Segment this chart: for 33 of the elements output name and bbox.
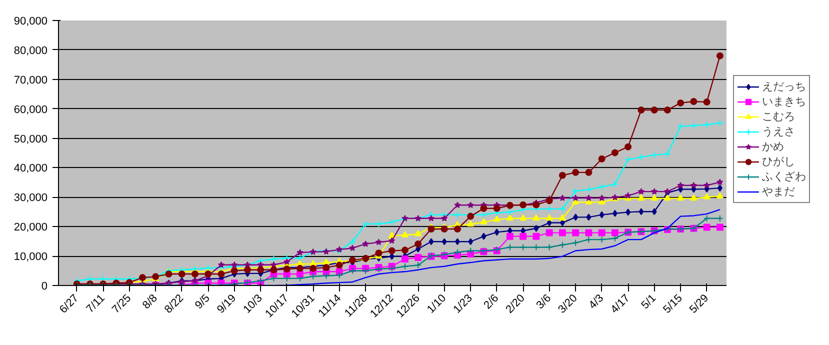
- legend-label: ふくざわ: [762, 169, 806, 184]
- x-tick-label: 1/10: [424, 292, 449, 316]
- x-tick-label: 4/3: [586, 292, 606, 312]
- y-tick-label: 0: [41, 280, 48, 292]
- legend-label: うえさ: [762, 124, 795, 139]
- legend-label: やまだ: [762, 184, 795, 199]
- x-tick-label: 7/11: [84, 292, 108, 316]
- x-tick-label: 8/22: [162, 292, 186, 316]
- x-tick-label: 1/23: [451, 292, 475, 316]
- y-tick-label: 10,000: [14, 251, 48, 264]
- x-tick-label: 5/29: [687, 292, 712, 316]
- y-tick-label: 90,000: [14, 16, 48, 28]
- x-tick-label: 10/3: [241, 292, 265, 316]
- y-tick-label: 30,000: [14, 192, 48, 204]
- y-tick-label: 20,000: [14, 222, 48, 234]
- x-tick-label: 8/8: [140, 292, 160, 312]
- x-tick-label: 2/6: [482, 292, 502, 312]
- y-tick-label: 40,000: [14, 162, 48, 175]
- y-tick-label: 70,000: [14, 74, 48, 86]
- legend-label: いまきち: [762, 94, 806, 109]
- x-tick-label: 9/5: [193, 292, 212, 312]
- x-tick-label: 3/6: [534, 292, 554, 312]
- legend-label: ひがし: [762, 154, 795, 169]
- x-tick-label: 9/19: [214, 292, 239, 316]
- y-tick-label: 60,000: [14, 104, 48, 116]
- legend-label: かめ: [762, 139, 784, 154]
- legend-label: こむろ: [762, 109, 795, 124]
- x-tick-label: 3/20: [556, 292, 580, 316]
- y-tick-label: 50,000: [14, 133, 48, 146]
- x-tick-label: 5/1: [639, 292, 659, 312]
- y-tick-label: 80,000: [14, 44, 48, 57]
- x-tick-label: 7/25: [110, 292, 134, 316]
- legend-label: えだっち: [762, 79, 806, 94]
